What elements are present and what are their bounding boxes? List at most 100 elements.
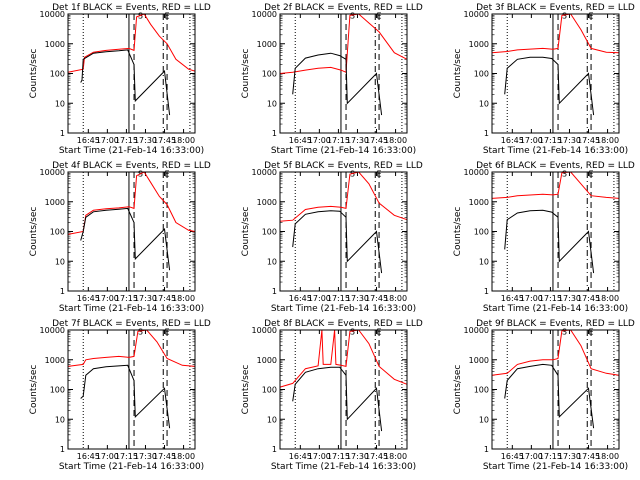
x-tick-label: 17:00 <box>96 136 119 145</box>
y-tick-label: 10 <box>267 257 277 266</box>
marker-annotation: E <box>589 169 594 178</box>
marker-annotation: E <box>165 169 170 178</box>
x-tick-label: 17:30 <box>134 452 157 461</box>
x-tick-label: 17:15 <box>115 136 138 145</box>
chart-panels: Det 1f BLACK = Events, RED = LLD 1 10 100 10… <box>29 3 635 472</box>
x-tick-label: 17:00 <box>520 452 543 461</box>
x-tick-label: 17:15 <box>539 452 562 461</box>
chart-panel: Det 7f BLACK = Events, RED = LLD 1 10 100 10… <box>29 319 211 472</box>
x-tick-label: 18:00 <box>596 452 619 461</box>
x-tick-label: 16:45 <box>289 294 312 303</box>
y-tick-label: 10000 <box>40 326 65 335</box>
panel-title: Det 3f BLACK = Events, RED = LLD <box>476 3 635 13</box>
x-tick-label: 17:45 <box>577 452 600 461</box>
panel-title: Det 9f BLACK = Events, RED = LLD <box>476 319 635 329</box>
y-tick-label: 1 <box>272 445 277 454</box>
series-lld-line <box>279 329 408 388</box>
series-lld-line <box>67 171 196 235</box>
x-tick-label: 17:30 <box>558 136 581 145</box>
y-tick-label: 10 <box>55 99 65 108</box>
plot-frame <box>491 329 620 450</box>
panel-title: Det 2f BLACK = Events, RED = LLD <box>264 3 423 13</box>
panel-title: Det 4f BLACK = Events, RED = LLD <box>52 161 211 171</box>
y-axis-label: Counts/sec <box>453 207 463 257</box>
x-tick-label: 17:30 <box>558 294 581 303</box>
x-axis-label: Start Time (21-Feb-14 16:33:00) <box>271 146 416 156</box>
x-tick-label: 17:30 <box>346 136 369 145</box>
y-tick-label: 100 <box>50 228 65 237</box>
y-tick-label: 100 <box>50 70 65 79</box>
series-events-line <box>292 366 383 432</box>
x-tick-label: 17:15 <box>327 294 350 303</box>
series-events-line <box>80 364 171 429</box>
y-tick-label: 1 <box>484 445 489 454</box>
y-tick-label: 1000 <box>45 40 65 49</box>
series-events-line <box>504 209 595 274</box>
plot-frame <box>279 13 408 134</box>
x-tick-label: 17:45 <box>577 294 600 303</box>
chart-panel: Det 9f BLACK = Events, RED = LLD 1 10 100 10… <box>453 319 635 472</box>
series-events-line <box>80 49 171 116</box>
y-tick-label: 10 <box>267 415 277 424</box>
chart-panel: Det 8f BLACK = Events, RED = LLD 1 10 100 10… <box>241 319 423 472</box>
x-tick-label: 17:45 <box>153 452 176 461</box>
panel-title: Det 7f BLACK = Events, RED = LLD <box>52 319 211 329</box>
x-tick-label: 16:45 <box>501 136 524 145</box>
x-tick-label: 17:30 <box>134 294 157 303</box>
series-lld-line <box>279 171 408 222</box>
x-tick-label: 17:45 <box>365 136 388 145</box>
marker-annotation: S <box>138 327 143 336</box>
series-events-line <box>504 363 595 429</box>
y-tick-label: 10000 <box>464 326 489 335</box>
y-tick-label: 1 <box>484 129 489 138</box>
x-tick-label: 17:15 <box>115 294 138 303</box>
chart-panel: Det 3f BLACK = Events, RED = LLD 1 10 100 10… <box>453 3 635 156</box>
y-tick-label: 1 <box>60 445 65 454</box>
x-axis-label: Start Time (21-Feb-14 16:33:00) <box>271 304 416 314</box>
series-events-line <box>504 56 595 116</box>
marker-annotation: S <box>562 327 567 336</box>
marker-annotation: E <box>377 327 382 336</box>
panel-title: Det 5f BLACK = Events, RED = LLD <box>264 161 423 171</box>
y-tick-label: 100 <box>50 386 65 395</box>
y-tick-label: 10000 <box>464 168 489 177</box>
series-events-line <box>292 210 383 274</box>
x-tick-label: 18:00 <box>596 294 619 303</box>
y-tick-label: 100 <box>474 386 489 395</box>
marker-annotation: E <box>377 169 382 178</box>
y-axis-label: Counts/sec <box>453 49 463 99</box>
y-tick-label: 100 <box>474 228 489 237</box>
y-tick-label: 1000 <box>45 356 65 365</box>
marker-annotation: E <box>165 11 170 20</box>
y-tick-label: 10 <box>479 99 489 108</box>
y-tick-label: 1000 <box>257 356 277 365</box>
marker-annotation: E <box>165 327 170 336</box>
y-tick-label: 1 <box>60 287 65 296</box>
y-tick-label: 1000 <box>45 198 65 207</box>
chart-panel: Det 1f BLACK = Events, RED = LLD 1 10 100 10… <box>29 3 211 156</box>
x-tick-label: 17:45 <box>365 294 388 303</box>
x-tick-label: 17:00 <box>520 136 543 145</box>
x-tick-label: 16:45 <box>289 136 312 145</box>
y-tick-label: 100 <box>262 386 277 395</box>
x-tick-label: 17:30 <box>134 136 157 145</box>
y-tick-label: 100 <box>262 70 277 79</box>
series-lld-line <box>491 171 620 199</box>
y-tick-label: 100 <box>474 70 489 79</box>
y-tick-label: 1 <box>60 129 65 138</box>
y-tick-label: 10 <box>55 257 65 266</box>
x-axis-label: Start Time (21-Feb-14 16:33:00) <box>483 304 628 314</box>
plot-frame <box>67 13 196 134</box>
x-tick-label: 17:30 <box>558 452 581 461</box>
y-tick-label: 1 <box>484 287 489 296</box>
x-tick-label: 17:30 <box>346 294 369 303</box>
y-tick-label: 1000 <box>469 356 489 365</box>
x-tick-label: 17:00 <box>308 452 331 461</box>
x-tick-label: 17:45 <box>153 294 176 303</box>
x-tick-label: 17:45 <box>365 452 388 461</box>
y-tick-label: 100 <box>262 228 277 237</box>
y-tick-label: 10000 <box>252 168 277 177</box>
marker-annotation: S <box>562 169 567 178</box>
y-tick-label: 1000 <box>469 198 489 207</box>
